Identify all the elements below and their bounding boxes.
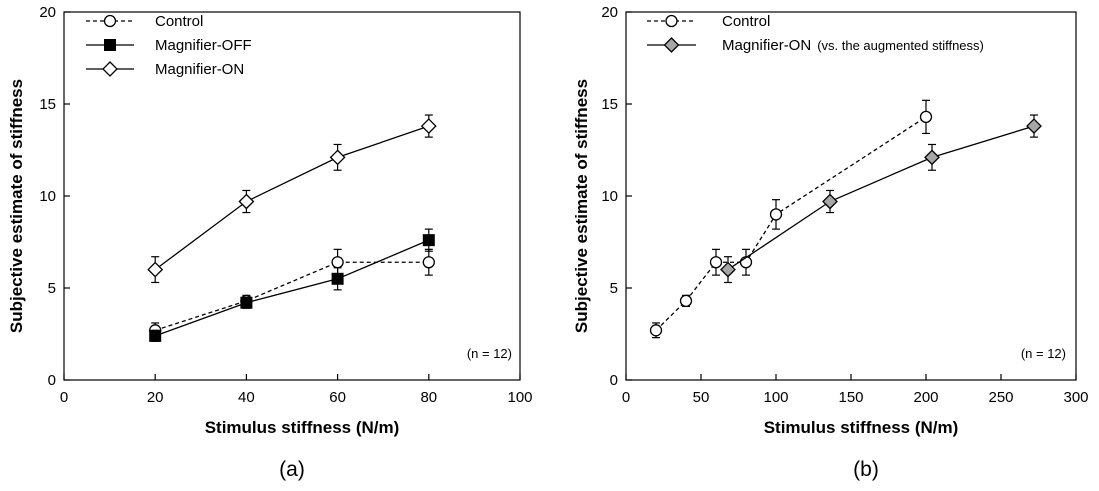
data-point: [649, 324, 663, 337]
chart-panel-b: 0 50 100 150 200 250 300 0 5 10 15 20 Stimulus stiff…: [572, 4, 1089, 481]
data-point: [769, 208, 783, 221]
data-point: [329, 149, 346, 166]
series-line: [655, 116, 927, 331]
legend-series-name: Magnifier-OFF: [155, 37, 252, 54]
data-point: [238, 193, 255, 210]
panel-label: (b): [853, 458, 879, 481]
legend-marker: [102, 61, 118, 77]
x-tick-label: 50: [693, 389, 710, 406]
y-tick-label: 0: [48, 372, 56, 389]
y-tick-label: 10: [39, 188, 56, 205]
sample-size-note: (n = 12): [467, 346, 512, 361]
series-line: [154, 239, 430, 337]
legend-marker: [665, 14, 678, 28]
legend-label: Control: [155, 13, 203, 30]
legend-entry: Magnifier-ON (vs. the augmented stiffness…: [647, 37, 984, 54]
legend-series-suffix: (vs. the augmented stiffness): [817, 38, 984, 53]
data-point: [147, 261, 164, 278]
series-1: [149, 228, 435, 342]
y-tick-label: 20: [39, 4, 56, 21]
series-line: [155, 261, 429, 331]
legend-label: Magnifier-ON (vs. the augmented stiffness…: [722, 37, 984, 54]
legend-series-name: Magnifier-ON: [722, 37, 811, 54]
legend-marker: [104, 39, 116, 51]
data-point: [422, 256, 435, 269]
y-tick-label: 20: [601, 4, 618, 21]
data-point: [420, 118, 437, 134]
series-1: [720, 114, 1042, 284]
y-tick-label: 5: [48, 280, 56, 297]
legend-label: Control: [722, 13, 770, 30]
data-point: [331, 272, 344, 285]
series-2: [147, 114, 437, 284]
chart-panel-a: 0 20 40 60 80 100 0 5 10 15 20 Stimulus stiffness (…: [7, 4, 533, 481]
x-tick-label: 80: [420, 389, 437, 406]
legend-entry: Magnifier-OFF: [86, 37, 252, 54]
x-axis-title: Stimulus stiffness (N/m): [205, 418, 400, 437]
legend-entry: Magnifier-ON: [86, 61, 244, 78]
x-tick-label: 100: [763, 389, 788, 406]
y-tick-label: 0: [610, 372, 618, 389]
data-point: [720, 261, 736, 278]
legend-marker: [663, 37, 680, 53]
y-tick-label: 15: [39, 96, 56, 113]
legend-label: Magnifier-ON: [155, 61, 244, 78]
x-axis-title: Stimulus stiffness (N/m): [764, 418, 959, 437]
data-point: [924, 149, 940, 166]
data-point: [1026, 118, 1042, 134]
x-tick-label: 60: [329, 389, 346, 406]
data-point: [240, 296, 253, 309]
legend-marker: [103, 14, 117, 28]
x-tick-label: 250: [988, 389, 1013, 406]
plot-frame: [63, 11, 521, 381]
legend-entry: Control: [86, 13, 203, 30]
data-point: [149, 329, 162, 342]
y-tick-label: 15: [601, 96, 618, 113]
series-0: [649, 99, 933, 339]
data-point: [822, 193, 838, 210]
series-line: [154, 125, 430, 271]
x-tick-label: 0: [622, 389, 630, 406]
x-tick-label: 20: [147, 389, 164, 406]
x-tick-label: 100: [507, 389, 532, 406]
x-tick-label: 150: [838, 389, 863, 406]
x-tick-label: 0: [60, 389, 68, 406]
legend-label: Magnifier-OFF: [155, 37, 252, 54]
x-tick-label: 300: [1063, 389, 1088, 406]
y-tick-label: 10: [601, 188, 618, 205]
legend-entry: Control: [647, 13, 770, 30]
x-tick-label: 40: [238, 389, 255, 406]
data-point: [679, 294, 693, 308]
data-point: [331, 256, 344, 269]
y-axis-title: Subjective estimate of stiffness: [572, 79, 591, 333]
series-line: [727, 125, 1035, 271]
data-point: [739, 256, 753, 269]
data-point: [919, 110, 933, 124]
legend-series-name: Magnifier-ON: [155, 61, 244, 78]
legend-series-name: Control: [722, 13, 770, 30]
panel-label: (a): [279, 458, 305, 481]
data-point: [422, 234, 435, 247]
plot-frame: [625, 11, 1077, 381]
y-axis-title: Subjective estimate of stiffness: [7, 79, 26, 333]
data-point: [709, 256, 723, 269]
legend-series-name: Control: [155, 13, 203, 30]
sample-size-note: (n = 12): [1021, 346, 1066, 361]
y-tick-label: 5: [610, 280, 618, 297]
x-tick-label: 200: [913, 389, 938, 406]
series-0: [149, 248, 435, 339]
